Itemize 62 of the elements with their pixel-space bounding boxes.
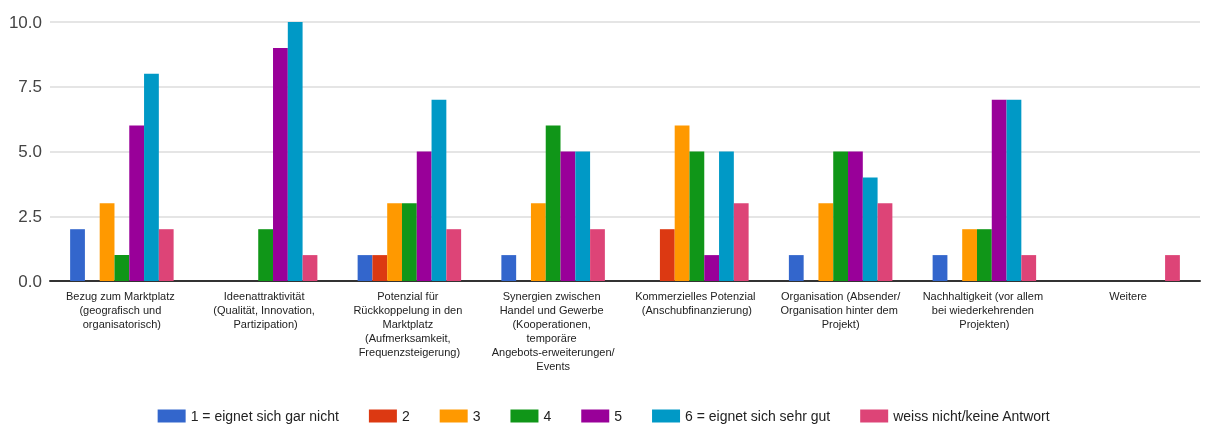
bar — [1165, 255, 1180, 281]
bar — [273, 47, 288, 281]
bar — [144, 73, 159, 281]
x-tick-label: Nachhaltigkeit (vor allem bei wiederkehrenden Projekten) — [922, 290, 1047, 330]
bar — [129, 125, 145, 281]
bar — [530, 203, 546, 281]
y-tick-label: 10.0 — [8, 12, 42, 32]
bar — [862, 177, 878, 281]
bar — [659, 229, 675, 281]
bar — [70, 229, 85, 281]
legend-label: 4 — [543, 408, 552, 424]
bar — [431, 99, 447, 281]
bar — [976, 229, 992, 281]
bar — [877, 203, 893, 281]
legend-label: 1 = eignet sich gar nicht — [190, 408, 339, 424]
x-tick-label: Potenzial für Rückkoppelung in den Marktplatz (Aufmerksamkeit, Frequenzsteigerung) — [353, 290, 466, 358]
legend-label: 6 = eignet sich sehr gut — [685, 408, 831, 424]
legend-label: weiss nicht/keine Antwort — [892, 408, 1050, 424]
legend-label: 3 — [472, 408, 481, 424]
bar — [114, 255, 130, 281]
bar — [560, 151, 576, 281]
bar — [357, 255, 373, 281]
bar — [689, 151, 705, 281]
bar — [932, 255, 948, 281]
bar — [258, 229, 274, 281]
bar — [818, 203, 834, 281]
bar — [962, 229, 977, 281]
bar — [590, 229, 605, 281]
bar — [575, 151, 591, 281]
bar — [501, 255, 517, 281]
bar — [99, 203, 115, 281]
bar — [833, 151, 849, 281]
x-tick-label: Kommerzielles Potenzial (Anschubfinanzierung) — [635, 290, 759, 316]
y-tick-label: 7.5 — [18, 77, 42, 97]
y-tick-label: 5.0 — [18, 142, 42, 161]
x-tick-label: Organisation (Absender/Organisation hinter dem Projekt) — [780, 290, 902, 330]
bar — [372, 255, 388, 281]
bar — [1021, 255, 1037, 281]
bar — [287, 22, 303, 281]
bar — [545, 125, 561, 281]
bar — [1006, 99, 1022, 281]
legend-label: 2 — [401, 408, 410, 424]
x-tick-label: Ideenattraktivität (Qualität, Innovation, Partizipation) — [213, 290, 318, 330]
bar — [719, 151, 734, 281]
bar — [991, 99, 1007, 281]
bar — [387, 203, 402, 281]
bar — [788, 255, 804, 281]
y-tick-label: 2.5 — [18, 206, 42, 226]
x-tick-label: Bezug zum Marktplatz (geografisch und organisatorisch) — [65, 290, 178, 330]
bar — [158, 229, 174, 281]
legend-label: 5 — [614, 408, 623, 424]
bar — [704, 255, 720, 281]
bar — [401, 203, 417, 281]
bar — [674, 125, 690, 281]
bar — [446, 229, 462, 281]
bar — [302, 255, 318, 281]
x-tick-label: Weitere — [1109, 290, 1147, 302]
bar — [733, 203, 749, 281]
bar — [416, 151, 432, 281]
x-tick-label: Synergien zwischen Handel und Gewerbe (Kooperationen, temporäre Angebots-erweiterungen/Events — [491, 290, 616, 372]
bar — [848, 151, 863, 281]
y-tick-label: 0.0 — [18, 271, 42, 291]
